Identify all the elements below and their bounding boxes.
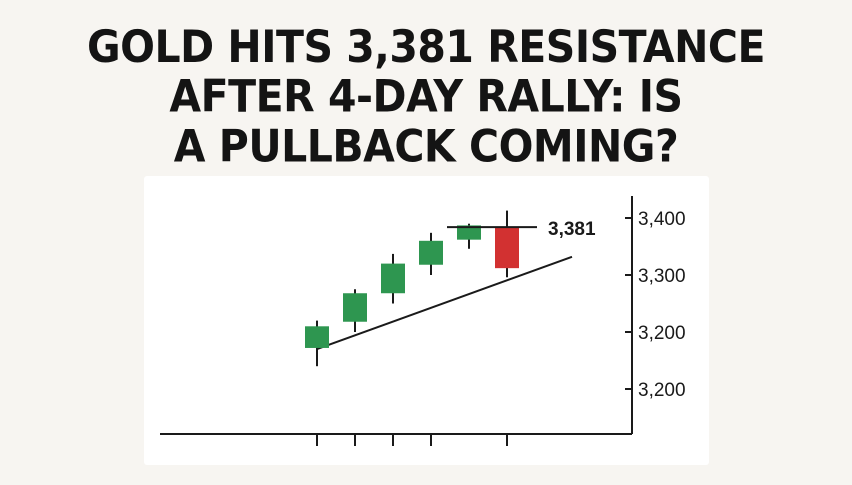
candle-body bbox=[457, 225, 481, 240]
y-tick-label: 3,400 bbox=[638, 209, 686, 230]
resistance-label: 3,381 bbox=[548, 219, 596, 240]
trendline bbox=[316, 255, 573, 351]
candle-body bbox=[381, 263, 405, 294]
y-tick-label: 3,200 bbox=[638, 323, 686, 344]
headline-line-2: AFTER 4-DAY RALLY: IS bbox=[169, 70, 683, 123]
headline-line-1: GOLD HITS 3,381 RESISTANCE bbox=[86, 20, 766, 73]
headline: GOLD HITS 3,381 RESISTANCE AFTER 4-DAY R… bbox=[0, 22, 852, 171]
y-tick-label: 3,200 bbox=[638, 380, 686, 401]
candle-body bbox=[305, 326, 329, 348]
headline-line-3: A PULLBACK COMING? bbox=[173, 120, 679, 173]
candle-body bbox=[343, 293, 367, 322]
y-tick-label: 3,300 bbox=[638, 266, 686, 287]
chart-panel bbox=[144, 176, 709, 465]
candle-body bbox=[419, 240, 443, 265]
candle-body bbox=[495, 227, 519, 269]
